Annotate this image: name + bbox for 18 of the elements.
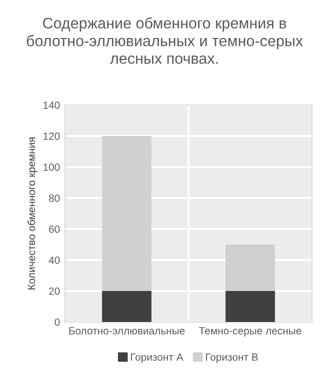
bar — [102, 291, 152, 322]
y-tick-label: 60 — [49, 226, 60, 233]
y-tick-label: 0 — [54, 318, 60, 326]
x-tick-label: Болотно-эллювиальные — [69, 327, 185, 335]
y-axis-title: Количество обменного кремния — [27, 138, 38, 290]
bar — [102, 136, 152, 291]
bar — [226, 244, 275, 291]
legend-label: Горизонт А — [130, 354, 184, 363]
x-tick-label: Темно-серые лесные — [199, 327, 302, 337]
chart-title: Содержание обменного кремния в болотно-эллювиальных и темно-серых лесных почвах. — [26, 17, 303, 64]
y-tick-label: 40 — [48, 256, 60, 264]
y-tick-label: 20 — [49, 288, 60, 295]
y-tick-label: 120 — [44, 132, 60, 140]
y-tick-label: 140 — [44, 102, 60, 109]
bar — [226, 291, 275, 322]
legend-label: Горизонт В — [206, 354, 258, 363]
y-tick-label: 80 — [49, 194, 60, 202]
y-tick-label: 100 — [44, 164, 60, 171]
